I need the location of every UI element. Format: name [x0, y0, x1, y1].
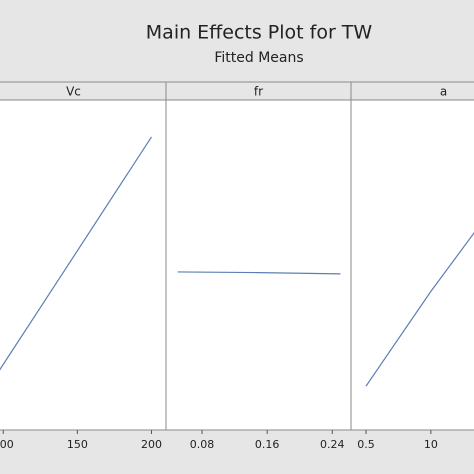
x-tick-label: 0.5: [357, 438, 375, 451]
panel-label: fr: [254, 85, 263, 99]
effect-line: [365, 232, 474, 387]
panel-label: Vc: [66, 85, 81, 99]
x-tick-label: 10: [424, 438, 438, 451]
panel-label: a: [440, 85, 447, 99]
x-tick-label: 0.24: [320, 438, 345, 451]
x-tick-label: 200: [141, 438, 162, 451]
panel: [0, 136, 152, 371]
effect-line: [177, 271, 341, 275]
x-tick-label: 150: [67, 438, 88, 451]
effect-line: [0, 136, 152, 371]
chart-title: Main Effects Plot for TW: [146, 22, 373, 44]
x-tick-label: 100: [0, 438, 14, 451]
plot-area: [165, 99, 352, 431]
panel: [177, 271, 341, 275]
plot-area: [350, 99, 474, 431]
plot-area: [0, 99, 167, 431]
panel-header: [350, 81, 474, 101]
x-tick-label: 0.16: [255, 438, 280, 451]
chart-subtitle: Fitted Means: [214, 50, 303, 66]
panel-header: [0, 81, 167, 101]
panel: [365, 232, 474, 387]
x-tick-label: 0.08: [190, 438, 215, 451]
